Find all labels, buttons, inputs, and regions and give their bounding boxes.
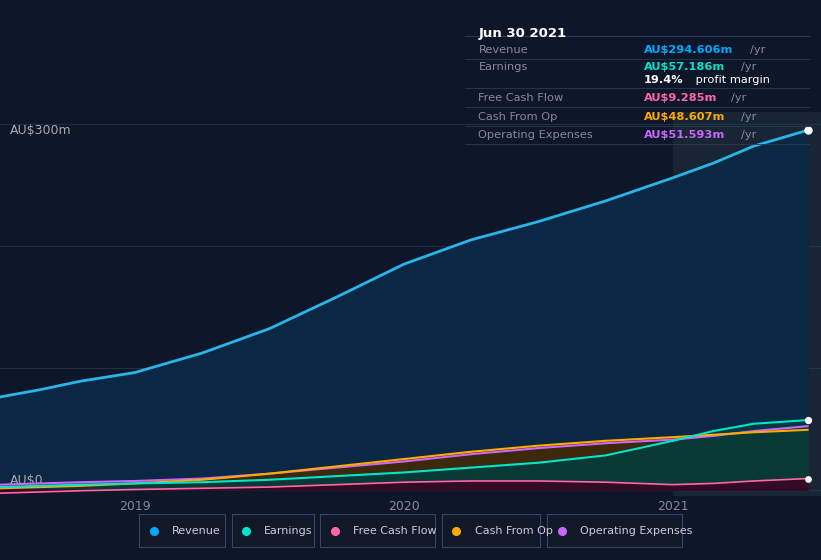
Text: /yr: /yr [741,130,756,140]
Text: /yr: /yr [741,111,756,122]
Text: Operating Expenses: Operating Expenses [580,526,692,535]
Text: AU$51.593m: AU$51.593m [644,130,725,140]
Point [801,416,814,424]
Text: Free Cash Flow: Free Cash Flow [479,93,564,103]
Text: Earnings: Earnings [479,62,528,72]
Text: AU$57.186m: AU$57.186m [644,62,725,72]
Text: 2020: 2020 [388,501,420,514]
Text: /yr: /yr [750,45,765,55]
Text: Jun 30 2021: Jun 30 2021 [479,26,566,40]
Text: Cash From Op: Cash From Op [479,111,557,122]
Text: 19.4%: 19.4% [644,75,684,85]
Text: /yr: /yr [741,62,756,72]
Text: Earnings: Earnings [264,526,313,535]
Point [801,474,814,483]
Text: AU$0: AU$0 [10,474,44,487]
Text: /yr: /yr [731,93,746,103]
Text: Free Cash Flow: Free Cash Flow [353,526,437,535]
FancyBboxPatch shape [232,515,314,547]
Bar [673,112,821,496]
Text: profit margin: profit margin [692,75,770,85]
Point [801,126,814,135]
Text: 2019: 2019 [119,501,150,514]
FancyBboxPatch shape [547,515,682,547]
Text: Revenue: Revenue [479,45,528,55]
Text: Revenue: Revenue [172,526,220,535]
Text: Cash From Op: Cash From Op [475,526,553,535]
Text: AU$9.285m: AU$9.285m [644,93,718,103]
Text: AU$294.606m: AU$294.606m [644,45,733,55]
FancyBboxPatch shape [139,515,225,547]
FancyBboxPatch shape [320,515,435,547]
Text: AU$48.607m: AU$48.607m [644,111,726,122]
FancyBboxPatch shape [442,515,540,547]
Text: 2021: 2021 [657,501,689,514]
Text: AU$300m: AU$300m [10,124,71,137]
Text: Operating Expenses: Operating Expenses [479,130,594,140]
